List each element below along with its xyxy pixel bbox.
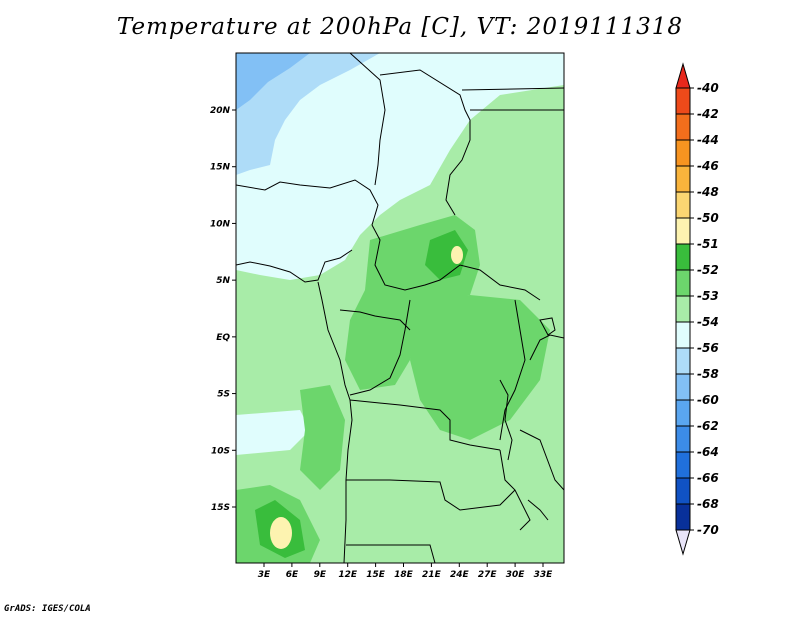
- colorbar-swatch: [675, 373, 691, 401]
- colorbar-top-triangle: [675, 62, 691, 89]
- lat-tick-label: 10S: [211, 446, 230, 456]
- colorbar-bottom-triangle: [675, 529, 691, 556]
- colorbar-label: -40: [697, 81, 719, 95]
- colorbar-swatch: [675, 321, 691, 349]
- colorbar-label: -56: [697, 341, 719, 355]
- temperature-field: [236, 53, 564, 563]
- colorbar-label: -50: [697, 211, 719, 225]
- latitude-axis: 20N 15N 10N 5N EQ 5S 10S 15S: [210, 106, 236, 513]
- chart-title: Temperature at 200hPa [C], VT: 201911131…: [116, 14, 684, 40]
- colorbar-label: -46: [697, 159, 719, 173]
- colorbar-label: -52: [697, 263, 719, 277]
- colorbar-swatch: [675, 269, 691, 297]
- colorbar-swatch: [675, 217, 691, 245]
- lon-tick-label: 27E: [478, 570, 498, 580]
- colorbar-swatch: [675, 425, 691, 453]
- lon-tick-label: 3E: [258, 570, 271, 580]
- colorbar-label: -54: [697, 315, 719, 329]
- colorbar: -40 -42 -44 -46 -48 -50 -51 -52 -53 -54 -56 -58 -60 -…: [675, 62, 719, 556]
- lat-tick-label: 5N: [216, 276, 230, 286]
- colorbar-label: -62: [697, 419, 719, 433]
- colorbar-swatch: [675, 451, 691, 479]
- colorbar-label: -58: [697, 367, 719, 381]
- colorbar-label: -64: [697, 445, 719, 459]
- colorbar-label: -51: [697, 237, 719, 251]
- lon-tick-label: 6E: [286, 570, 299, 580]
- lon-tick-label: 24E: [450, 570, 470, 580]
- lat-tick-label: 5S: [217, 390, 230, 400]
- longitude-axis: 3E 6E 9E 12E 15E 18E 21E 24E 27E 30E 33E: [258, 563, 553, 580]
- colorbar-label: -68: [697, 497, 719, 511]
- lat-tick-label: 15S: [211, 503, 230, 513]
- lat-tick-label: EQ: [216, 333, 230, 343]
- lon-tick-label: 12E: [338, 570, 358, 580]
- lon-tick-label: 21E: [422, 570, 442, 580]
- colorbar-label: -60: [697, 393, 719, 407]
- colorbar-swatch: [675, 477, 691, 505]
- colorbar-swatch: [675, 139, 691, 167]
- country-borders: [236, 53, 564, 563]
- lon-tick-label: 30E: [506, 570, 526, 580]
- colorbar-swatch: [675, 399, 691, 427]
- colorbar-swatch: [675, 191, 691, 219]
- colorbar-swatch: [675, 503, 691, 531]
- colorbar-label: -66: [697, 471, 719, 485]
- map-frame: [235, 52, 565, 564]
- colorbar-label: -44: [697, 133, 719, 147]
- colorbar-label: -53: [697, 289, 719, 303]
- colorbar-label: -70: [697, 523, 719, 537]
- colorbar-swatch: [675, 165, 691, 193]
- lat-tick-label: 10N: [210, 219, 231, 229]
- credit-text: GrADS: IGES/COLA: [4, 604, 91, 614]
- colorbar-label: -42: [697, 107, 719, 121]
- lat-tick-label: 20N: [210, 106, 231, 116]
- colorbar-swatch: [675, 113, 691, 141]
- colorbar-swatch: [675, 295, 691, 323]
- lat-tick-label: 15N: [210, 163, 231, 173]
- colorbar-swatch: [675, 87, 691, 115]
- lon-tick-label: 33E: [534, 570, 554, 580]
- lon-tick-label: 9E: [314, 570, 327, 580]
- colorbar-label: -48: [697, 185, 719, 199]
- lon-tick-label: 18E: [394, 570, 414, 580]
- colorbar-swatch: [675, 347, 691, 375]
- colorbar-swatch: [675, 243, 691, 271]
- lon-tick-label: 15E: [366, 570, 386, 580]
